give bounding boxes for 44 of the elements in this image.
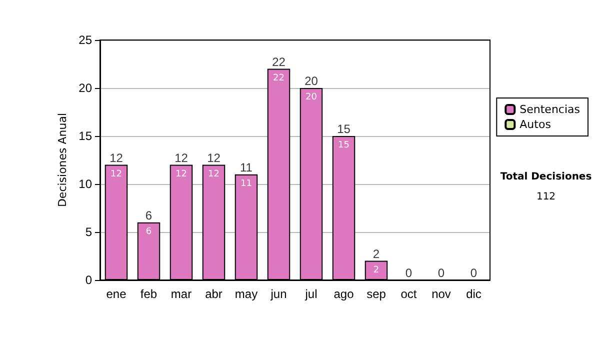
- x-tick-label: mar: [170, 287, 192, 301]
- data-label: 15: [338, 140, 350, 150]
- x-tick-label: jun: [270, 287, 287, 301]
- total-label: 20: [304, 74, 318, 88]
- total-label: 0: [438, 266, 445, 280]
- x-tick-label: abr: [205, 287, 222, 301]
- total-label: 12: [110, 150, 124, 165]
- x-tick-label: sep: [366, 287, 386, 301]
- data-label: 11: [240, 178, 252, 189]
- total-label: 6: [145, 208, 152, 222]
- data-label: 2: [373, 265, 380, 276]
- total-label: 12: [207, 150, 221, 165]
- total-label: 15: [337, 122, 351, 136]
- x-tick-label: feb: [140, 287, 158, 301]
- x-tick-label: ago: [334, 287, 354, 301]
- legend-label: Sentencias: [520, 103, 580, 116]
- total-label: 12: [174, 150, 188, 165]
- data-label: 6: [146, 226, 152, 237]
- data-label: 22: [273, 73, 284, 84]
- total-label: 11: [240, 160, 253, 174]
- total-label: 0: [470, 266, 478, 280]
- text: 112: [536, 192, 556, 202]
- total-label: 0: [405, 266, 412, 280]
- x-tick-label: nov: [432, 287, 451, 301]
- x-tick-label: ene: [106, 287, 127, 301]
- text: Total Decisiones: [500, 172, 592, 182]
- data-label: 12: [110, 169, 122, 180]
- y-tick-label: 15: [78, 129, 92, 143]
- y-tick-label: 0: [85, 273, 92, 287]
- y-tick-label: 20: [78, 81, 92, 95]
- y-tick-label: 25: [78, 33, 92, 47]
- y-tick-label: 5: [85, 225, 92, 239]
- x-tick-label: oct: [400, 287, 418, 301]
- total-label: 22: [272, 54, 286, 69]
- data-label: 12: [176, 169, 187, 180]
- y-tick-label: 10: [78, 177, 92, 191]
- x-tick-label: may: [234, 287, 258, 301]
- total-label: 2: [372, 246, 380, 261]
- x-tick-label: dic: [466, 287, 482, 301]
- legend-label: Autos: [520, 118, 552, 131]
- y-axis-title: Decisiones Anual: [56, 112, 69, 208]
- data-label: 20: [306, 92, 318, 102]
- data-label: 12: [208, 169, 220, 180]
- x-tick-label: jul: [304, 287, 318, 301]
